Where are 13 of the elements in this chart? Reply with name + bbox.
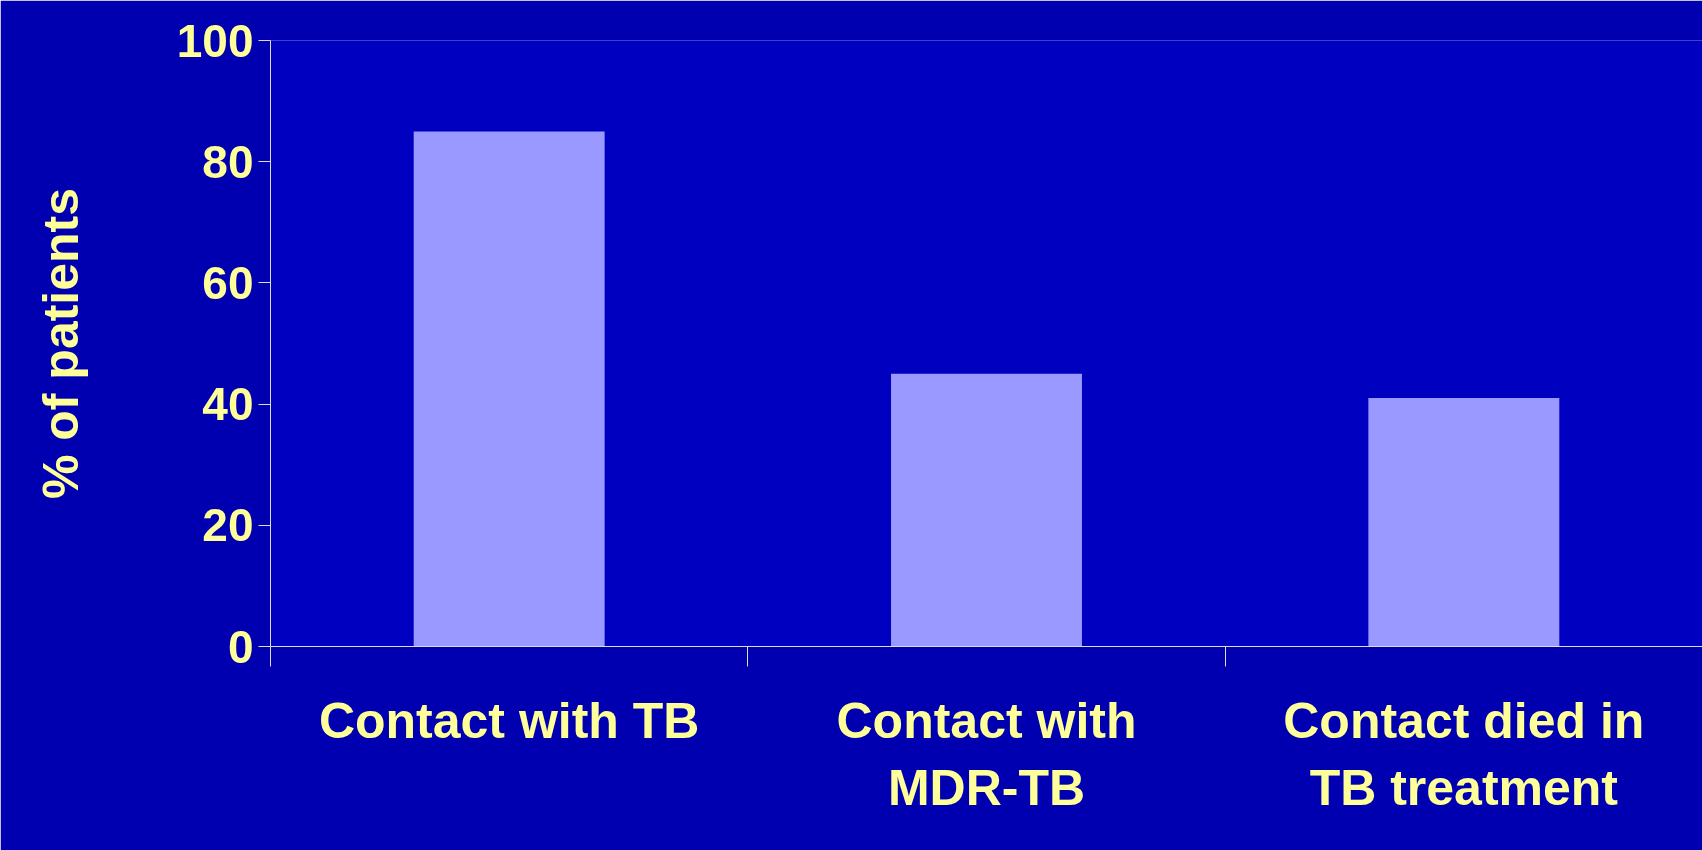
- y-tick-label: 100: [176, 14, 254, 67]
- y-tick-label: 0: [227, 620, 254, 673]
- x-tick-label: Contact with MDR-TB: [836, 692, 1137, 816]
- y-axis-title: % of patients: [32, 187, 89, 500]
- y-tick-label: 20: [202, 499, 254, 552]
- bar: [1368, 398, 1560, 647]
- bar: [891, 373, 1082, 647]
- x-tick-label: Contact died in TB treatment: [1283, 692, 1645, 816]
- y-tick-label: 80: [202, 135, 254, 188]
- y-tick-label: 60: [202, 256, 254, 309]
- y-tick-label: 40: [202, 378, 254, 431]
- x-tick-label: Contact with TB: [318, 692, 700, 749]
- bar: [413, 131, 605, 647]
